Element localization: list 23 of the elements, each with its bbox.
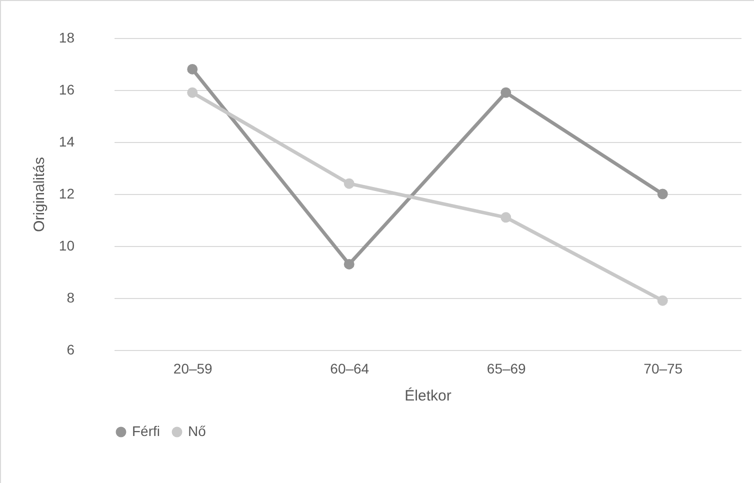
y-axis-title: Originalitás (30, 156, 48, 232)
x-tick-label: 20–59 (173, 360, 213, 376)
y-tick-label: 18 (58, 30, 75, 46)
point (344, 178, 354, 189)
point (657, 295, 668, 306)
y-tick-label: 6 (66, 342, 75, 358)
legend-label: Nő (188, 423, 206, 439)
y-tick-label: 8 (66, 290, 75, 306)
point (657, 188, 668, 200)
point (187, 64, 198, 74)
y-tick-label: 12 (58, 186, 75, 202)
x-tick-label: 70–75 (644, 360, 683, 376)
point (187, 87, 198, 98)
y-tick-label: 16 (58, 82, 75, 98)
x-tick-label: 65–69 (486, 360, 526, 376)
point (500, 212, 512, 223)
x-tick-label: 60–64 (330, 360, 370, 376)
point (500, 87, 512, 98)
y-tick-label: 14 (58, 134, 75, 150)
legend-label: Férfi (132, 423, 160, 439)
point (344, 258, 354, 270)
y-tick-label: 10 (58, 238, 75, 254)
x-axis-title: Életkor (404, 386, 452, 404)
